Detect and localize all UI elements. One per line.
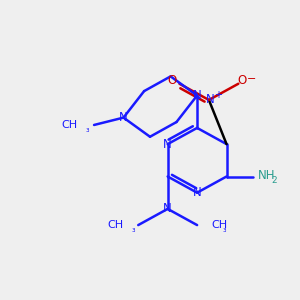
Text: N: N <box>163 138 172 151</box>
Text: N: N <box>119 111 128 124</box>
Text: N: N <box>193 186 202 199</box>
Text: 2: 2 <box>271 176 277 184</box>
Text: N: N <box>206 93 215 106</box>
Text: ₃: ₃ <box>131 225 135 234</box>
Text: CH: CH <box>107 220 124 230</box>
Text: NH: NH <box>257 169 275 182</box>
Text: N: N <box>193 89 202 102</box>
Text: CH: CH <box>212 220 228 230</box>
Text: −: − <box>247 74 256 84</box>
Text: CH: CH <box>62 120 78 130</box>
Text: O: O <box>237 74 247 87</box>
Text: ₃: ₃ <box>223 225 226 234</box>
Text: ₃: ₃ <box>86 125 90 134</box>
Text: O: O <box>167 74 177 87</box>
Text: +: + <box>214 90 222 100</box>
Text: N: N <box>163 202 172 215</box>
